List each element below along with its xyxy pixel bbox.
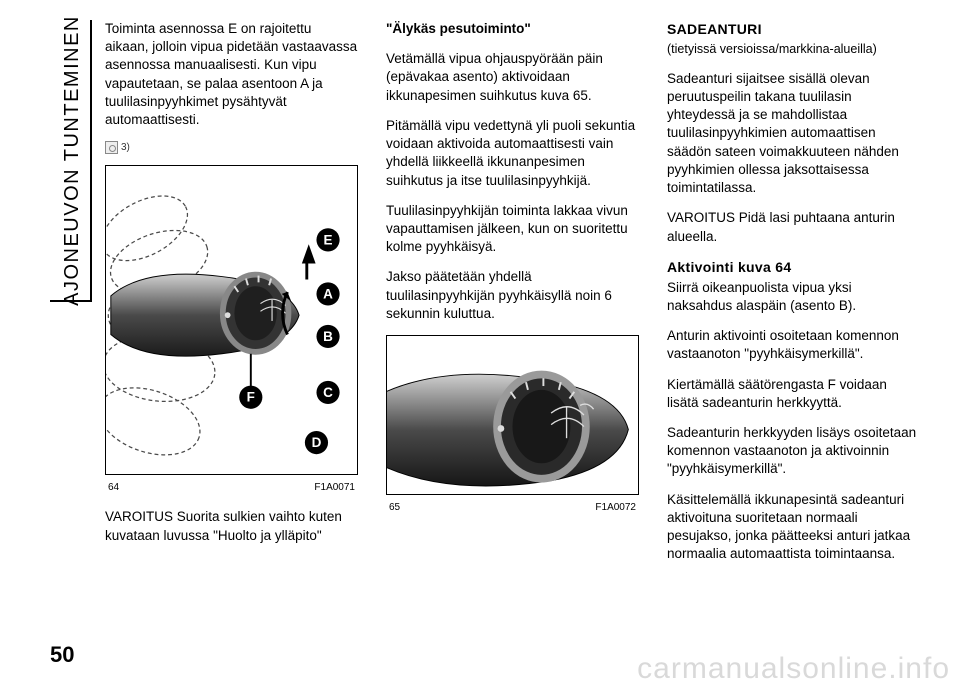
col3-para-4: Anturin aktivointi osoitetaan komennon v… [667, 327, 920, 363]
col3-para-3: Siirrä oikeanpuolista vipua yksi naksahd… [667, 279, 920, 315]
col3-para-6: Sadeanturin herkkyyden lisäys osoitetaan… [667, 424, 920, 479]
column-2: "Älykäs pesutoiminto" Vetämällä vipua oh… [386, 20, 639, 626]
footnote-icon [105, 141, 118, 154]
watermark: carmanualsonline.info [0, 652, 960, 686]
figure-65 [386, 335, 639, 495]
section-rule-horizontal [50, 300, 92, 302]
content-columns: Toiminta asennossa E on rajoitettu aikaa… [105, 20, 920, 626]
col2-para-4: Jakso päätetään yhdellä tuulilasinpyyhki… [386, 268, 639, 323]
col1-footnote: 3) [105, 141, 358, 155]
svg-text:B: B [323, 329, 333, 344]
col1-para-1: Toiminta asennossa E on rajoitettu aikaa… [105, 20, 358, 129]
col3-para-5: Kiertämällä säätörengasta F voidaan lisä… [667, 376, 920, 412]
col3-para-7: Käsittelemällä ikkunapesintä sadeanturi … [667, 491, 920, 564]
col2-para-2: Pitämällä vipu vedettynä yli puoli sekun… [386, 117, 639, 190]
figure-64-number: 64 [108, 481, 119, 495]
svg-text:D: D [312, 435, 322, 450]
col2-para-1: Vetämällä vipua ohjauspyörään päin (epäv… [386, 50, 639, 105]
column-3: SADEANTURI (tietyissä versioissa/markkin… [667, 20, 920, 626]
page-number: 50 [50, 642, 74, 668]
figure-64: E A B C D F [105, 165, 358, 475]
figure-64-svg: E A B C D F [106, 166, 357, 474]
figure-64-code: F1A0071 [314, 481, 355, 495]
col2-para-3: Tuulilasinpyyhkijän toiminta lakkaa vivu… [386, 202, 639, 257]
manual-page: AJONEUVON TUNTEMINEN Toiminta asennossa … [0, 0, 960, 686]
section-tab: AJONEUVON TUNTEMINEN [58, 20, 86, 300]
col1-para-2: VAROITUS Suorita sulkien vaihto kuten ku… [105, 508, 358, 544]
figure-64-caption: 64 F1A0071 [105, 479, 358, 495]
col3-para-2: VAROITUS Pidä lasi puhtaana anturin alue… [667, 209, 920, 245]
figure-65-code: F1A0072 [595, 501, 636, 515]
svg-text:F: F [247, 390, 255, 405]
figure-65-caption: 65 F1A0072 [386, 499, 639, 515]
col2-heading: "Älykäs pesutoiminto" [386, 20, 639, 38]
column-1: Toiminta asennossa E on rajoitettu aikaa… [105, 20, 358, 626]
col3-heading-2: Aktivointi kuva 64 [667, 258, 920, 277]
section-tab-label: AJONEUVON TUNTEMINEN [61, 15, 84, 306]
col3-subnote: (tietyissä versioissa/markkina-alueilla) [667, 41, 920, 58]
svg-text:C: C [323, 385, 333, 400]
figure-65-number: 65 [389, 501, 400, 515]
svg-text:A: A [323, 286, 333, 301]
col3-heading-1: SADEANTURI [667, 20, 920, 39]
col3-para-1: Sadeanturi sijaitsee sisällä olevan peru… [667, 70, 920, 198]
section-rule-vertical [90, 20, 92, 300]
figure-65-svg [387, 336, 638, 494]
svg-text:E: E [324, 232, 333, 247]
